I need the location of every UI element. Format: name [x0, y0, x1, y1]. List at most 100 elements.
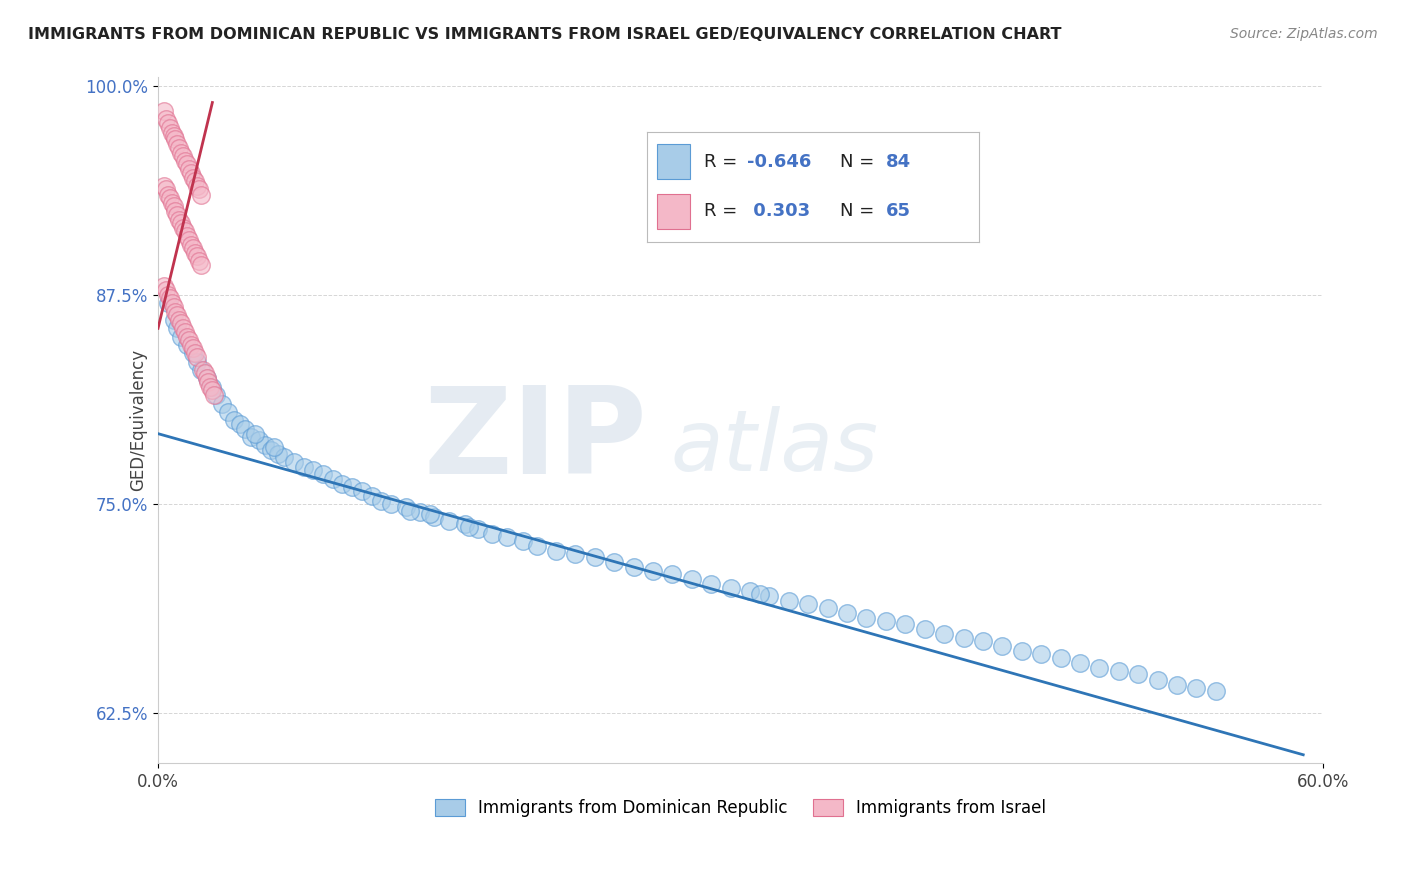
Point — [201, 383, 224, 397]
Point — [160, 195, 183, 210]
Point — [1108, 664, 1130, 678]
Point — [1011, 644, 1033, 658]
Point — [914, 623, 936, 637]
Point — [526, 539, 548, 553]
Point — [972, 634, 994, 648]
Point — [174, 224, 197, 238]
Point — [1031, 648, 1053, 662]
Point — [194, 367, 217, 381]
Point — [156, 115, 179, 129]
Point — [195, 371, 218, 385]
Point — [370, 493, 392, 508]
Point — [1088, 661, 1111, 675]
Point — [153, 179, 176, 194]
Point — [222, 413, 245, 427]
Point — [399, 503, 422, 517]
Point — [267, 447, 290, 461]
Point — [197, 375, 219, 389]
Point — [174, 154, 197, 169]
Point — [312, 467, 335, 481]
Point — [180, 338, 202, 352]
Point — [1205, 684, 1227, 698]
Point — [184, 246, 207, 260]
Point — [409, 505, 432, 519]
Point — [165, 204, 187, 219]
Point — [186, 179, 208, 194]
Point — [170, 216, 193, 230]
Point — [228, 417, 250, 431]
Y-axis label: GED/Equivalency: GED/Equivalency — [129, 350, 146, 491]
Point — [1185, 681, 1208, 695]
Point — [512, 533, 534, 548]
Point — [162, 300, 184, 314]
Point — [467, 522, 489, 536]
Point — [165, 304, 187, 318]
Point — [247, 434, 270, 448]
Point — [187, 182, 209, 196]
Point — [934, 627, 956, 641]
Point — [720, 581, 742, 595]
Point — [153, 103, 176, 118]
Text: ZIP: ZIP — [423, 383, 647, 500]
Point — [544, 543, 567, 558]
Point — [187, 254, 209, 268]
Text: atlas: atlas — [671, 406, 879, 489]
Point — [176, 338, 198, 352]
Point — [190, 187, 212, 202]
Point — [176, 229, 198, 244]
Point — [170, 329, 193, 343]
Point — [156, 296, 179, 310]
Point — [263, 440, 285, 454]
Point — [1146, 673, 1168, 687]
Point — [166, 137, 188, 152]
Point — [283, 455, 305, 469]
Point — [1128, 667, 1150, 681]
Point — [176, 329, 198, 343]
Point — [172, 321, 194, 335]
Point — [332, 476, 354, 491]
Point — [641, 564, 664, 578]
Point — [160, 296, 183, 310]
Point — [454, 516, 477, 531]
Point — [181, 170, 204, 185]
Point — [758, 589, 780, 603]
Point — [1049, 650, 1071, 665]
Point — [156, 288, 179, 302]
Point — [395, 500, 418, 515]
Point — [564, 547, 586, 561]
Text: Source: ZipAtlas.com: Source: ZipAtlas.com — [1230, 27, 1378, 41]
Point — [162, 128, 184, 143]
Point — [180, 166, 202, 180]
Point — [778, 594, 800, 608]
Point — [160, 126, 183, 140]
Point — [738, 583, 761, 598]
Point — [180, 237, 202, 252]
Point — [174, 325, 197, 339]
Point — [481, 527, 503, 541]
Point — [166, 208, 188, 222]
Point — [259, 443, 281, 458]
Point — [681, 572, 703, 586]
Point — [165, 132, 187, 146]
Point — [623, 560, 645, 574]
Point — [457, 520, 479, 534]
Point — [181, 342, 204, 356]
Point — [322, 472, 344, 486]
Point — [159, 291, 181, 305]
Point — [186, 350, 208, 364]
Point — [153, 279, 176, 293]
Point — [181, 241, 204, 255]
Point — [360, 489, 382, 503]
Point — [211, 396, 233, 410]
Point — [380, 497, 402, 511]
Point — [1069, 656, 1091, 670]
Point — [170, 316, 193, 330]
Point — [159, 120, 181, 135]
Point — [894, 617, 917, 632]
Point — [184, 346, 207, 360]
Point — [201, 380, 224, 394]
Point — [170, 145, 193, 160]
Point — [748, 587, 770, 601]
Point — [155, 283, 177, 297]
Point — [169, 141, 191, 155]
